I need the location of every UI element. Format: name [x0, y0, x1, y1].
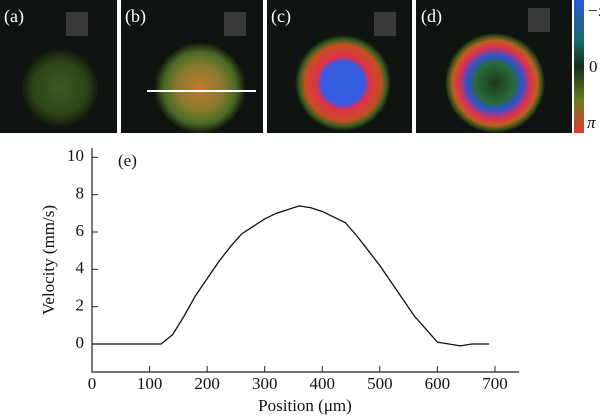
panel-label: (a)	[4, 6, 24, 27]
y-tick-label: 4	[76, 258, 85, 277]
y-tick-label: 2	[76, 296, 85, 315]
x-tick-label: 500	[367, 374, 393, 393]
data-line	[92, 205, 490, 347]
y-tick-label: 6	[76, 221, 85, 240]
y-tick-label: 10	[67, 146, 84, 165]
x-tick-label: 400	[310, 374, 336, 393]
axes	[91, 148, 519, 373]
x-tick-label: 0	[88, 374, 97, 393]
colorbar-label: π	[587, 113, 596, 132]
y-tick-label: 8	[76, 184, 85, 203]
y-axis-label: Velocity (mm/s)	[39, 205, 58, 315]
image-panels	[0, 0, 584, 133]
x-axis-label: Position (μm)	[258, 396, 352, 415]
x-tick-label: 600	[425, 374, 451, 393]
panel-label: (d)	[421, 6, 442, 27]
x-tick-label: 300	[252, 374, 278, 393]
x-tick-label: 100	[137, 374, 163, 393]
panel-label: (b)	[125, 6, 146, 27]
colorbar-label: −π	[587, 1, 600, 20]
y-tick-label: 0	[76, 333, 85, 352]
colorbar-label: 0	[589, 57, 598, 76]
panel-label: (c)	[271, 6, 291, 27]
x-tick-label: 700	[482, 374, 508, 393]
annotation: (e)	[118, 151, 137, 170]
x-tick-label: 200	[194, 374, 220, 393]
